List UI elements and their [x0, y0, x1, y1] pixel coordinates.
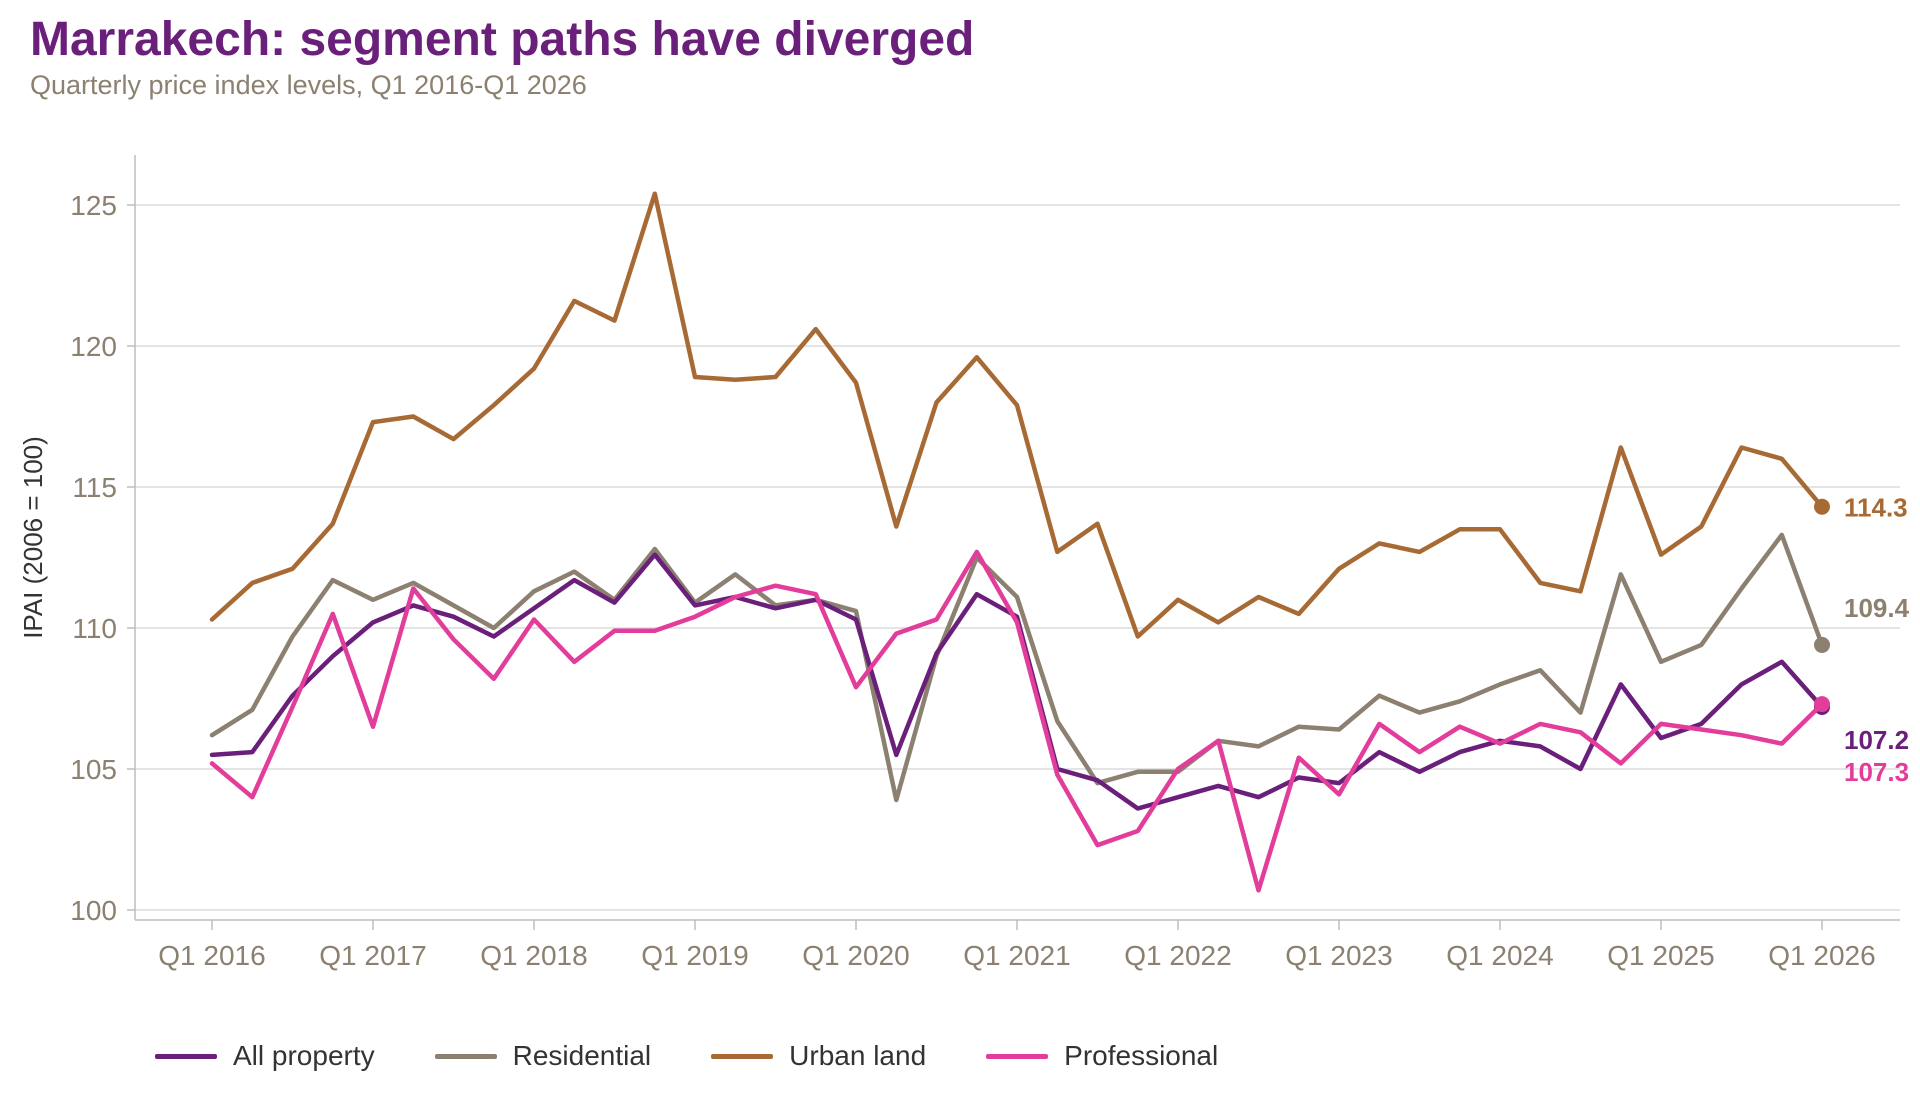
- y-tick-label: 105: [70, 754, 117, 785]
- x-tick-label: Q1 2021: [963, 940, 1070, 971]
- end-marker-residential: [1814, 636, 1830, 653]
- legend-swatch-residential: [434, 1053, 497, 1059]
- x-tick-label: Q1 2019: [641, 940, 748, 971]
- x-tick-label: Q1 2024: [1446, 940, 1553, 971]
- end-label-professional: 107.3: [1844, 757, 1909, 787]
- legend-swatch-professional: [986, 1053, 1049, 1059]
- x-tick-label: Q1 2020: [802, 940, 909, 971]
- legend-item-professional: Professional: [986, 1040, 1218, 1072]
- axes: 100 105 110 115 120 125 IPAI (2006 = 100) Q1 20…: [18, 155, 1900, 971]
- end-marker-urban-land: [1814, 498, 1830, 515]
- x-tick-label: Q1 2026: [1768, 940, 1875, 971]
- chart-subtitle: Quarterly price index levels, Q1 2016-Q1…: [30, 70, 587, 100]
- end-marker-professional: [1814, 696, 1830, 713]
- legend-swatch-all-property: [155, 1053, 217, 1059]
- legend-label-all-property: All property: [233, 1040, 375, 1071]
- x-tick-label: Q1 2017: [319, 940, 426, 971]
- y-tick-label: 125: [70, 190, 117, 221]
- chart-title: Marrakech: segment paths have diverged: [30, 13, 975, 66]
- legend-item-residential: Residential: [434, 1040, 652, 1072]
- legend-label-residential: Residential: [512, 1040, 652, 1071]
- end-label-residential: 109.4: [1844, 593, 1910, 623]
- y-tick-label: 120: [70, 331, 117, 362]
- gridlines: [135, 204, 1900, 911]
- line-chart: 100 105 110 115 120 125 IPAI (2006 = 100) Q1 20…: [18, 155, 1910, 971]
- legend-label-urban-land: Urban land: [789, 1040, 927, 1071]
- series-line-urban-land: [209, 191, 1825, 639]
- x-tick-label: Q1 2016: [158, 940, 265, 971]
- x-tick-label: Q1 2022: [1124, 940, 1231, 971]
- legend-item-urban-land: Urban land: [711, 1040, 926, 1072]
- x-tick-label: Q1 2023: [1285, 940, 1392, 971]
- legend-label-professional: Professional: [1064, 1040, 1219, 1071]
- end-labels: 107.2 109.4 114.3 107.3: [1844, 493, 1910, 787]
- y-tick-label: 100: [70, 895, 117, 926]
- x-tick-label: Q1 2018: [480, 940, 587, 971]
- legend-item-all-property: All property: [155, 1040, 375, 1072]
- legend-swatch-urban-land: [711, 1053, 774, 1059]
- series-lines: [209, 191, 1830, 893]
- x-tick-label: Q1 2025: [1607, 940, 1714, 971]
- series-line-residential: [209, 532, 1825, 803]
- y-tick-label: 110: [72, 613, 117, 644]
- y-tick-label: 115: [72, 472, 117, 503]
- series-line-professional: [209, 549, 1825, 893]
- y-axis-label: IPAI (2006 = 100): [18, 436, 48, 639]
- legend: All property Residential Urban land Prof…: [155, 1040, 1218, 1072]
- end-label-all-property: 107.2: [1844, 725, 1909, 755]
- end-label-urban-land: 114.3: [1844, 493, 1908, 523]
- series-line-all-property: [209, 552, 1825, 811]
